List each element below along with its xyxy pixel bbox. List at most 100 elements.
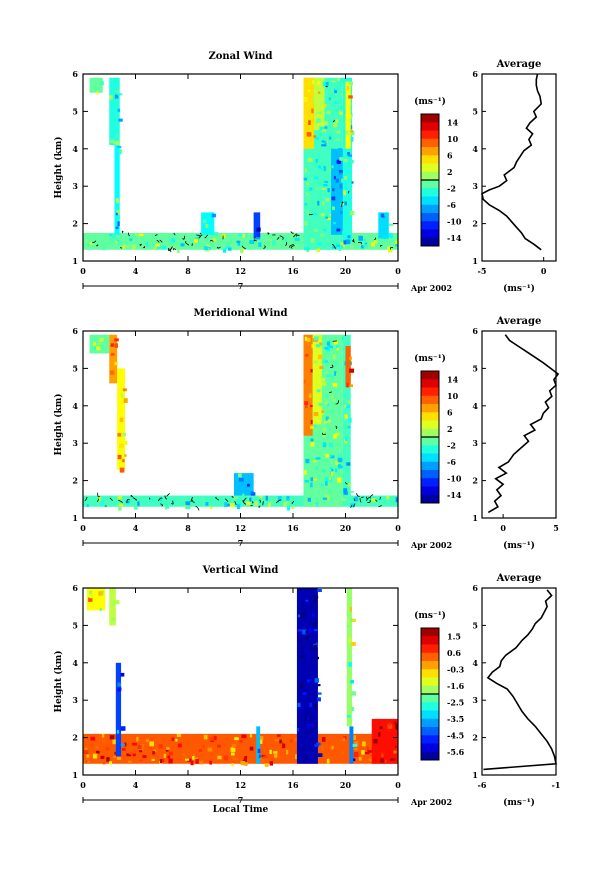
date-axis-label: Apr 2002 <box>410 283 452 293</box>
colorbar-cell <box>421 237 439 247</box>
field-block-6 <box>296 588 318 764</box>
colorbar-cell <box>421 486 439 496</box>
contour-lines <box>305 340 340 435</box>
colorbar-cell <box>421 371 439 380</box>
y-tick-label: 3 <box>72 438 78 448</box>
x-tick-label: 12 <box>235 523 246 533</box>
field-block-7 <box>314 77 325 131</box>
colorbar-tick-label: -3.5 <box>447 714 464 724</box>
profile-x-label: (ms⁻¹) <box>503 797 535 808</box>
colorbar-tick-label: -14 <box>447 233 462 243</box>
x-tick-label: 4 <box>133 266 139 276</box>
profile-line <box>487 334 560 514</box>
field-block-3 <box>109 334 118 384</box>
field-block-2 <box>89 77 103 93</box>
heatmap-field <box>83 334 398 511</box>
colorbar-tick-label: 0.6 <box>447 648 461 658</box>
y-axis-label: Height (km) <box>53 136 64 198</box>
colorbar-cell <box>421 229 439 239</box>
x-tick-label: 20 <box>340 266 352 276</box>
colorbar-cell <box>421 661 439 670</box>
y-axis-label: Height (km) <box>53 650 64 712</box>
x-tick-label: 12 <box>235 780 246 790</box>
profile-frame <box>481 73 557 262</box>
colorbar-cell <box>421 702 439 711</box>
colorbar-tick-label: 6 <box>447 407 453 417</box>
field-block-1 <box>83 495 398 507</box>
colorbar-cell <box>421 196 439 206</box>
profile-frame <box>481 330 557 519</box>
profile-x-tick-label: -6 <box>478 780 487 790</box>
contour-lines <box>341 190 350 207</box>
date-axis-day: 7 <box>238 538 244 548</box>
colorbar-cell <box>421 387 439 397</box>
profile-x-tick-label: -1 <box>552 780 561 790</box>
colorbar-tick-label: -10 <box>447 473 462 483</box>
x-tick-label: 12 <box>235 266 246 276</box>
colorbar-cell <box>421 445 439 454</box>
field-block-5 <box>256 726 261 764</box>
colorbar-cell <box>421 628 439 637</box>
colorbar-cell <box>421 743 439 753</box>
profile-y-tick-label: 1 <box>472 513 478 523</box>
colorbar-unit: (ms⁻¹) <box>414 610 446 621</box>
x-tick-label: 8 <box>185 266 191 276</box>
heatmap-field <box>83 77 398 254</box>
date-axis-day: 7 <box>238 795 244 805</box>
profile-y-tick-label: 3 <box>472 695 478 705</box>
colorbar-tick-label: -10 <box>447 216 462 226</box>
profile-y-tick-label: 4 <box>472 401 478 411</box>
profile-y-tick-label: 4 <box>472 658 478 668</box>
contour-lines <box>345 481 348 485</box>
colorbar-cell <box>421 652 439 662</box>
y-tick-label: 1 <box>72 513 78 523</box>
x-tick-label: 16 <box>287 266 299 276</box>
y-tick-label: 1 <box>72 256 78 266</box>
y-tick-label: 5 <box>72 620 78 630</box>
profile-y-tick-label: 1 <box>472 256 478 266</box>
colorbar-tick-label: -4.5 <box>447 730 464 740</box>
colorbar-cell <box>421 751 439 761</box>
colorbar-tick-label: -2.5 <box>447 697 464 707</box>
y-tick-label: 6 <box>72 326 78 336</box>
colorbar-tick-label: 2 <box>447 424 453 434</box>
profile-x-tick-label: -5 <box>478 266 487 276</box>
field-block-9 <box>345 345 351 388</box>
profile-x-label: (ms⁻¹) <box>503 283 535 294</box>
colorbar-tick-label: -6 <box>447 457 456 467</box>
field-block-13 <box>378 212 389 239</box>
colorbar-tick-label: -1.6 <box>447 681 465 691</box>
colorbar-cell <box>421 636 439 645</box>
y-axis-label: Height (km) <box>53 393 64 455</box>
colorbar-tick-label: -6 <box>447 200 456 210</box>
profile-y-tick-label: 4 <box>472 144 478 154</box>
colorbar-cell <box>421 138 439 148</box>
colorbar-tick-label: 10 <box>447 134 459 144</box>
profile-x-tick-label: 5 <box>553 523 559 533</box>
colorbar-cell <box>421 180 439 189</box>
field-block-8 <box>346 588 353 727</box>
colorbar-cell <box>421 718 439 728</box>
x-tick-label: 0 <box>395 523 401 533</box>
field-block-7 <box>349 726 354 764</box>
colorbar-cell <box>421 470 439 479</box>
colorbar-cell <box>421 188 439 197</box>
colorbar-cell <box>421 213 439 222</box>
x-tick-label: 0 <box>80 266 86 276</box>
colorbar-cell <box>421 204 439 214</box>
panel-title: Zonal Wind <box>208 51 272 62</box>
x-tick-label: 20 <box>340 780 352 790</box>
colorbar-cell <box>421 710 439 720</box>
y-tick-label: 6 <box>72 69 78 79</box>
y-tick-label: 2 <box>72 476 78 486</box>
heatmap-field <box>83 588 398 767</box>
profile-y-tick-label: 2 <box>472 733 478 743</box>
panel-title: Vertical Wind <box>202 565 279 576</box>
y-tick-label: 4 <box>72 658 78 668</box>
field-block-7 <box>312 334 322 425</box>
date-axis-label: Apr 2002 <box>410 797 452 807</box>
